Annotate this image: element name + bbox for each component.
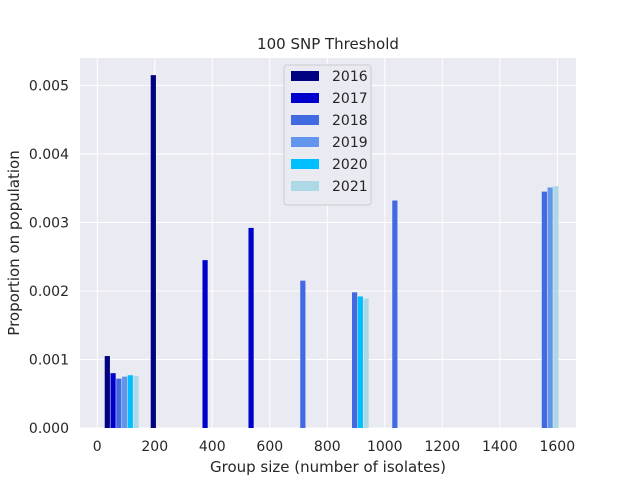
x-tick-labels: 0 200 400 600 800 1000 1200 1400 1600 [93,439,575,455]
bar-2019 [121,376,128,428]
x-axis-label: Group size (number of isolates) [210,458,446,476]
y-tick-label: 0.003 [29,215,69,231]
x-tick-label: 400 [199,439,226,455]
y-tick-label: 0.004 [29,147,69,163]
bars [104,75,559,428]
legend-label: 2019 [332,135,368,151]
x-tick-label: 600 [256,439,283,455]
y-tick-labels: 0.000 0.001 0.002 0.003 0.004 0.005 [29,78,69,437]
x-tick-label: 0 [93,439,102,455]
legend-swatch [291,93,319,103]
y-axis-label: Proportion on population [5,150,23,335]
bar-2019 [547,187,553,428]
legend-label: 2018 [332,113,368,129]
bar-2020 [357,296,363,428]
legend-label: 2020 [332,157,368,173]
legend-label: 2016 [332,69,368,85]
bar-2017 [202,260,208,428]
y-tick-label: 0.001 [29,352,69,368]
x-tick-label: 1400 [482,439,518,455]
legend-swatch [291,181,319,191]
x-tick-label: 800 [314,439,341,455]
bar-2021 [363,298,369,428]
y-tick-label: 0.005 [29,78,69,94]
x-tick-label: 200 [141,439,168,455]
legend-swatch [291,115,319,125]
chart-title: 100 SNP Threshold [257,35,399,53]
bar-2017 [248,227,254,428]
bar-2018 [300,280,306,428]
bar-2021 [133,375,139,428]
bar-2017 [110,373,116,428]
legend-label: 2017 [332,91,368,107]
legend-swatch [291,137,319,147]
bar-2016 [150,75,156,428]
x-tick-label: 1200 [424,439,460,455]
legend-swatch [291,71,319,81]
bar-2020 [127,375,133,428]
legend: 2016 2017 2018 2019 2020 2021 [283,64,372,206]
y-tick-label: 0.002 [29,284,69,300]
legend-label: 2021 [332,179,368,195]
bar-2018 [541,191,547,428]
bar-2018 [116,378,122,428]
y-tick-label: 0.000 [29,421,69,437]
bar-2016 [104,356,110,428]
legend-swatch [291,159,319,169]
x-tick-label: 1600 [539,439,575,455]
x-tick-label: 1000 [367,439,403,455]
bar-2018 [392,200,398,428]
bar-2021 [553,186,559,428]
bar-2018 [351,292,358,428]
